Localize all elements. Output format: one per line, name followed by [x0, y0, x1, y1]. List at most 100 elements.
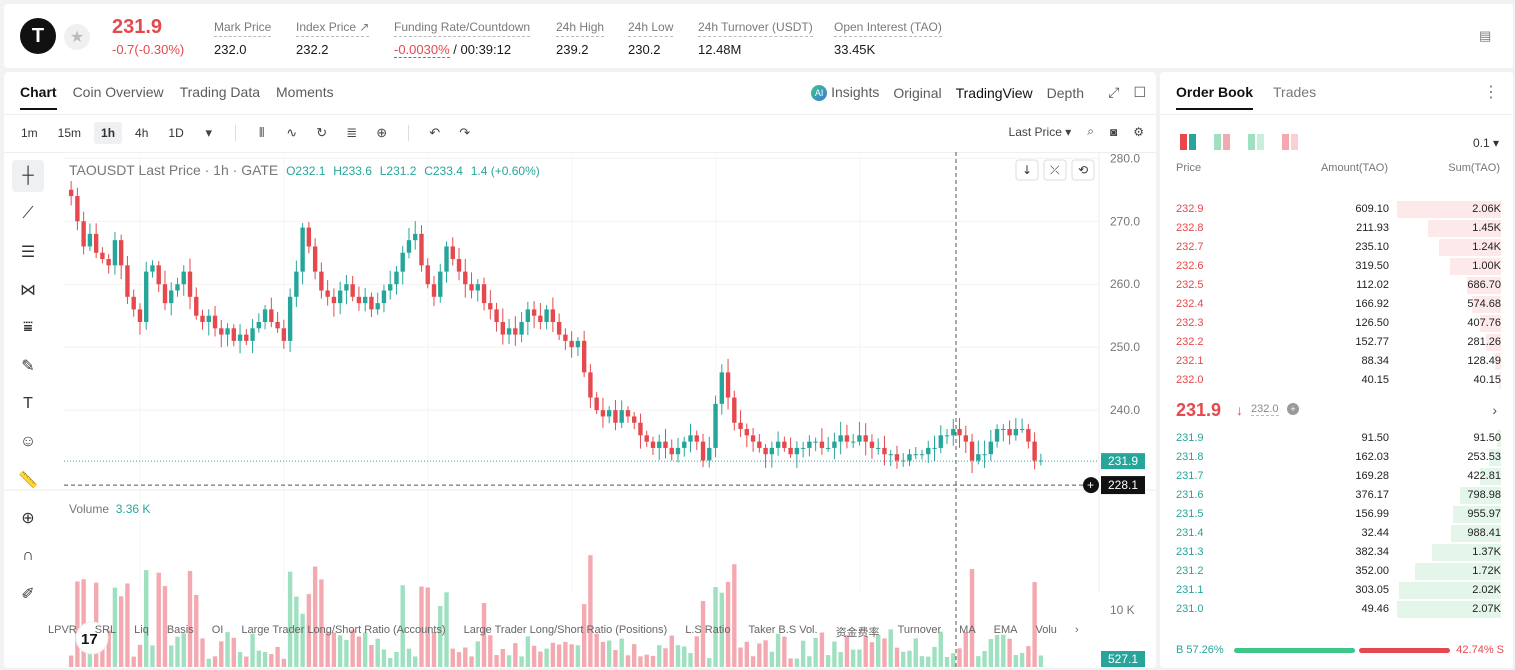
bid-row[interactable]: 231.3 382.34 1.37K: [1160, 543, 1513, 562]
view-both-icon[interactable]: [1180, 134, 1196, 150]
bid-row[interactable]: 231.5 156.99 955.97: [1160, 505, 1513, 524]
settings-gear-icon[interactable]: ⚙: [1133, 124, 1144, 139]
stat-mark-price[interactable]: Mark Price 232.0: [214, 18, 272, 57]
ask-row[interactable]: 232.7 235.10 1.24K: [1160, 238, 1513, 257]
indicator-basis[interactable]: Basis: [166, 624, 194, 636]
indicator-liq[interactable]: Liq: [134, 624, 149, 636]
add-alert-icon[interactable]: ⊕: [376, 125, 388, 140]
trend-line-icon[interactable]: ⟋: [22, 205, 34, 222]
ask-row[interactable]: 232.1 88.34 128.49: [1160, 352, 1513, 371]
pencil-lock-icon[interactable]: ✐: [21, 586, 35, 603]
indicator-lpvr[interactable]: LPVR: [48, 624, 77, 636]
candle-type-icon[interactable]: ⫴: [259, 125, 265, 140]
candle-body: [169, 290, 174, 304]
favorite-star-icon[interactable]: ★: [64, 24, 90, 50]
volume-bar: [838, 652, 843, 667]
undo-icon[interactable]: ↶: [429, 125, 441, 140]
tab-order-book[interactable]: Order Book: [1176, 84, 1254, 110]
brush-icon[interactable]: ✎: [21, 358, 35, 375]
view-bids-icon[interactable]: [1248, 134, 1264, 150]
crosshair-icon[interactable]: ┼: [12, 160, 44, 192]
view-depth[interactable]: Depth: [1046, 84, 1084, 101]
view-original[interactable]: Original: [893, 84, 942, 101]
timeframe-1d[interactable]: 1D: [168, 126, 184, 140]
ask-row[interactable]: 232.9 609.10 2.06K: [1160, 200, 1513, 219]
text-tool-icon[interactable]: T: [23, 395, 33, 412]
indicator-ltlsr-positions[interactable]: Large Trader Long/Short Ratio (Positions…: [463, 624, 668, 636]
indicator-ema[interactable]: EMA: [993, 624, 1018, 636]
ask-row[interactable]: 232.3 126.50 407.76: [1160, 314, 1513, 333]
more-menu-icon[interactable]: ⋮: [1483, 84, 1499, 101]
bid-row[interactable]: 231.6 376.17 798.98: [1160, 486, 1513, 505]
fib-icon[interactable]: ⩸: [23, 319, 33, 336]
tab-chart[interactable]: Chart: [20, 84, 57, 110]
timeframe-15m[interactable]: 15m: [57, 126, 82, 140]
ask-row[interactable]: 232.0 40.15 40.15: [1160, 371, 1513, 390]
bid-row[interactable]: 231.9 91.50 91.50: [1160, 429, 1513, 448]
fullscreen-icon[interactable]: ☐: [1133, 84, 1146, 100]
indicator-scroll-right-icon[interactable]: ›: [1074, 624, 1079, 636]
tab-moments[interactable]: Moments: [276, 84, 334, 100]
expand-icon[interactable]: ⤢: [1108, 84, 1120, 100]
ask-row[interactable]: 232.5 112.02 686.70: [1160, 276, 1513, 295]
view-split-icon[interactable]: [1214, 134, 1230, 150]
volume-bar: [1013, 654, 1019, 667]
view-insights[interactable]: AI Insights: [811, 84, 879, 102]
indicator-ltlsr-accounts[interactable]: Large Trader Long/Short Ratio (Accounts): [241, 624, 446, 636]
tab-trades[interactable]: Trades: [1273, 84, 1317, 100]
chevron-right-icon[interactable]: ›: [1492, 402, 1497, 418]
bid-row[interactable]: 231.4 32.44 988.41: [1160, 524, 1513, 543]
indicator-taker-vol[interactable]: Taker B.S Vol.: [748, 624, 818, 636]
search-icon[interactable]: ⌕: [1087, 124, 1094, 138]
indicator-oi[interactable]: OI: [211, 624, 224, 636]
price-type-select[interactable]: Last Price ▾: [1008, 124, 1072, 139]
replay-icon[interactable]: ↻: [316, 125, 328, 140]
candle-body: [713, 403, 718, 448]
zoom-icon[interactable]: ⊕: [21, 510, 35, 527]
horizontal-lines-icon[interactable]: ☰: [20, 244, 36, 261]
indicator-srl[interactable]: SRL: [94, 624, 117, 636]
bid-row[interactable]: 231.7 169.28 422.81: [1160, 467, 1513, 486]
mid-price: 231.9: [1176, 400, 1222, 420]
indicator-ls-ratio[interactable]: L.S Ratio: [685, 624, 731, 636]
timeframe-1m[interactable]: 1m: [21, 126, 38, 140]
volume-bar: [688, 652, 693, 667]
ask-row[interactable]: 232.2 152.77 281.26: [1160, 333, 1513, 352]
stat-index-price[interactable]: Index Price ↗ 232.2: [296, 18, 370, 57]
indicator-funding-rate[interactable]: 资金费率: [835, 627, 880, 639]
ask-row[interactable]: 232.8 211.93 1.45K: [1160, 219, 1513, 238]
stat-funding-rate[interactable]: Funding Rate/Countdown -0.0030% / 00:39:…: [394, 18, 531, 58]
bid-row[interactable]: 231.8 162.03 253.53: [1160, 448, 1513, 467]
view-asks-icon[interactable]: [1282, 134, 1298, 150]
precision-select[interactable]: 0.1 ▾: [1472, 136, 1499, 150]
volume-bar: [444, 592, 449, 667]
ask-row[interactable]: 232.4 166.92 574.68: [1160, 295, 1513, 314]
indicator-turnover[interactable]: Turnover: [897, 624, 942, 636]
tab-trading-data[interactable]: Trading Data: [179, 84, 261, 100]
templates-icon[interactable]: ≣: [346, 125, 358, 140]
indicators-icon[interactable]: ∿: [286, 125, 298, 140]
indicator-ma[interactable]: MA: [959, 624, 976, 636]
emoji-icon[interactable]: ☺: [19, 433, 37, 450]
volume-bar: [1032, 582, 1037, 667]
tab-coin-overview[interactable]: Coin Overview: [72, 84, 164, 100]
timeframe-1h[interactable]: 1h: [94, 122, 123, 144]
view-tradingview[interactable]: TradingView: [955, 84, 1033, 101]
notebook-icon[interactable]: ▤: [1479, 28, 1492, 43]
bid-row[interactable]: 231.1 303.05 2.02K: [1160, 581, 1513, 600]
bid-row[interactable]: 231.0 49.46 2.07K: [1160, 600, 1513, 619]
indicator-volume[interactable]: Volu: [1035, 624, 1057, 636]
timeframe-4h[interactable]: 4h: [135, 126, 149, 140]
timeframe-dropdown-icon[interactable]: ▾: [205, 125, 212, 140]
bid-row[interactable]: 231.2 352.00 1.72K: [1160, 562, 1513, 581]
pattern-icon[interactable]: ⋈: [20, 282, 36, 299]
camera-icon[interactable]: ◙: [1109, 124, 1118, 139]
info-plus-icon[interactable]: +: [1287, 403, 1299, 415]
ask-row[interactable]: 232.6 319.50 1.00K: [1160, 257, 1513, 276]
magnet-icon[interactable]: ∩: [22, 547, 34, 564]
redo-icon[interactable]: ↷: [459, 125, 471, 140]
ruler-icon[interactable]: 📏: [18, 472, 38, 489]
candle-body: [969, 441, 975, 461]
depth-bar: [1480, 468, 1501, 485]
